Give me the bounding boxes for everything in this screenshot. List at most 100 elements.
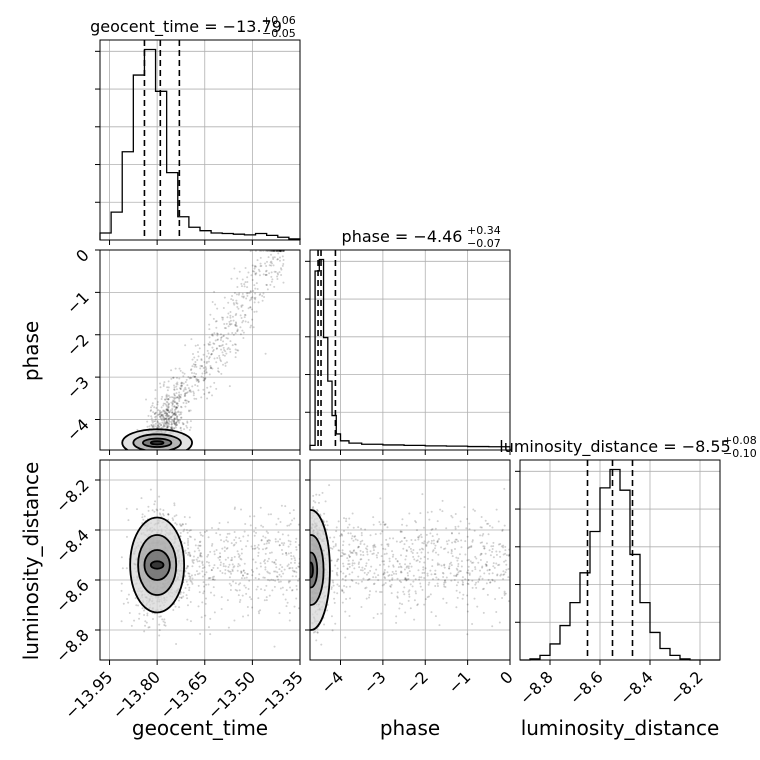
scatter-point bbox=[432, 551, 434, 553]
scatter-point bbox=[226, 361, 228, 363]
scatter-point bbox=[346, 557, 348, 559]
scatter-point bbox=[326, 609, 328, 611]
scatter-point bbox=[247, 271, 249, 273]
scatter-point bbox=[283, 542, 285, 544]
scatter-point bbox=[199, 573, 201, 575]
scatter-point bbox=[275, 571, 277, 573]
scatter-point bbox=[247, 540, 249, 542]
scatter-point bbox=[251, 569, 253, 571]
scatter-point bbox=[505, 560, 507, 562]
scatter-point bbox=[279, 574, 281, 576]
scatter-point bbox=[279, 564, 281, 566]
scatter-point bbox=[336, 592, 338, 594]
scatter-point bbox=[256, 567, 258, 569]
scatter-point bbox=[288, 540, 290, 542]
scatter-point bbox=[434, 585, 436, 587]
scatter-point bbox=[174, 409, 176, 411]
scatter-point bbox=[360, 554, 362, 556]
scatter-point bbox=[186, 379, 188, 381]
scatter-point bbox=[271, 278, 273, 280]
scatter-point bbox=[133, 466, 135, 468]
scatter-point bbox=[174, 515, 176, 517]
scatter-point bbox=[217, 370, 219, 372]
scatter-point bbox=[244, 285, 246, 287]
scatter-point bbox=[471, 570, 473, 572]
scatter-point bbox=[381, 530, 383, 532]
scatter-point bbox=[474, 510, 476, 512]
scatter-point bbox=[283, 259, 285, 261]
scatter-point bbox=[435, 528, 437, 530]
scatter-point bbox=[401, 518, 403, 520]
scatter-point bbox=[150, 456, 152, 458]
scatter-point bbox=[271, 561, 273, 563]
scatter-point bbox=[224, 573, 226, 575]
scatter-point bbox=[222, 364, 224, 366]
scatter-point bbox=[294, 606, 296, 608]
scatter-point bbox=[189, 578, 191, 580]
scatter-point bbox=[286, 589, 288, 591]
scatter-point bbox=[166, 395, 168, 397]
scatter-point bbox=[469, 574, 471, 576]
scatter-point bbox=[466, 633, 468, 635]
scatter-point bbox=[472, 587, 474, 589]
scatter-point bbox=[180, 388, 182, 390]
scatter-point bbox=[146, 454, 148, 456]
scatter-point bbox=[192, 578, 194, 580]
scatter-point bbox=[224, 355, 226, 357]
scatter-point bbox=[282, 553, 284, 555]
x-tick-label: −13.80 bbox=[109, 667, 164, 722]
scatter-point bbox=[208, 324, 210, 326]
scatter-point bbox=[265, 585, 267, 587]
scatter-point bbox=[228, 566, 230, 568]
scatter-point bbox=[257, 586, 259, 588]
scatter-point bbox=[205, 366, 207, 368]
scatter-point bbox=[433, 539, 435, 541]
scatter-point bbox=[366, 545, 368, 547]
scatter-point bbox=[148, 490, 150, 492]
scatter-point bbox=[244, 531, 246, 533]
scatter-point bbox=[168, 451, 170, 453]
scatter-point bbox=[349, 615, 351, 617]
scatter-point bbox=[276, 575, 278, 577]
scatter-point bbox=[149, 626, 151, 628]
scatter-point bbox=[134, 488, 136, 490]
scatter-point bbox=[443, 583, 445, 585]
scatter-point bbox=[176, 417, 178, 419]
scatter-point bbox=[194, 361, 196, 363]
scatter-point bbox=[200, 534, 202, 536]
scatter-point bbox=[370, 534, 372, 536]
scatter-point bbox=[138, 613, 140, 615]
scatter-point bbox=[208, 357, 210, 359]
scatter-point bbox=[236, 330, 238, 332]
scatter-point bbox=[369, 590, 371, 592]
scatter-point bbox=[285, 599, 287, 601]
scatter-point bbox=[252, 290, 254, 292]
scatter-point bbox=[233, 619, 235, 621]
scatter-point bbox=[164, 458, 166, 460]
scatter-point bbox=[145, 469, 147, 471]
scatter-point bbox=[295, 567, 297, 569]
scatter-point bbox=[467, 569, 469, 571]
scatter-point bbox=[158, 452, 160, 454]
scatter-point bbox=[136, 484, 138, 486]
scatter-point bbox=[155, 473, 157, 475]
scatter-point bbox=[145, 453, 147, 455]
scatter-point bbox=[142, 513, 144, 515]
scatter-point bbox=[139, 476, 141, 478]
scatter-point bbox=[493, 562, 495, 564]
scatter-point bbox=[213, 332, 215, 334]
scatter-point bbox=[250, 290, 252, 292]
scatter-point bbox=[276, 278, 278, 280]
scatter-point bbox=[161, 454, 163, 456]
scatter-point bbox=[188, 589, 190, 591]
scatter-point bbox=[153, 497, 155, 499]
scatter-point bbox=[258, 552, 260, 554]
scatter-point bbox=[367, 554, 369, 556]
scatter-point bbox=[154, 456, 156, 458]
scatter-point bbox=[180, 430, 182, 432]
scatter-point bbox=[206, 362, 208, 364]
scatter-point bbox=[481, 516, 483, 518]
scatter-point bbox=[289, 512, 291, 514]
scatter-point bbox=[254, 288, 256, 290]
scatter-point bbox=[186, 420, 188, 422]
